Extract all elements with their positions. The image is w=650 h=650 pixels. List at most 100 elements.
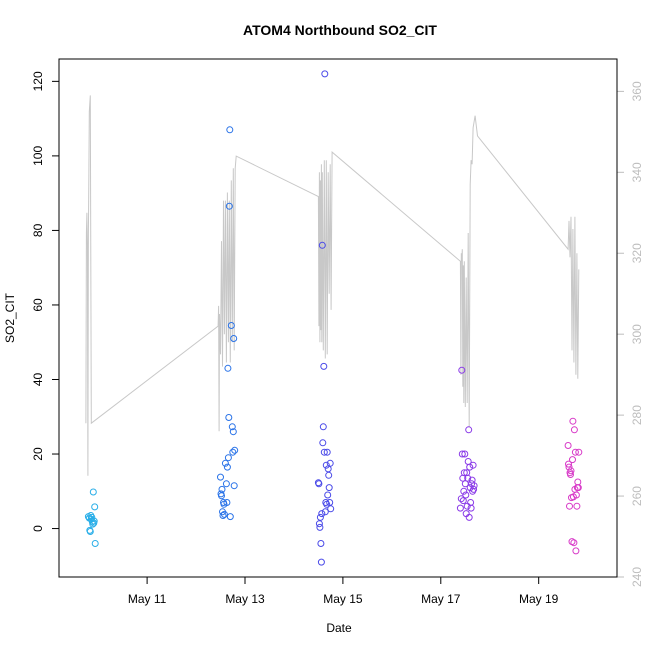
data-point bbox=[229, 428, 237, 436]
data-point bbox=[231, 446, 239, 454]
data-point bbox=[327, 505, 335, 513]
data-point bbox=[564, 442, 572, 449]
data-point bbox=[464, 474, 472, 482]
data-point bbox=[225, 202, 233, 210]
data-point bbox=[320, 448, 328, 456]
data-point bbox=[217, 473, 224, 481]
data-point bbox=[223, 463, 231, 471]
data-point bbox=[230, 482, 238, 490]
y-tick-label: 20 bbox=[31, 447, 45, 461]
y-tick-label: 0 bbox=[31, 525, 45, 532]
y2-tick-label: 280 bbox=[630, 405, 644, 425]
data-point bbox=[326, 459, 334, 467]
data-point bbox=[324, 491, 332, 499]
data-point bbox=[315, 480, 323, 488]
data-point bbox=[566, 502, 573, 510]
data-point bbox=[467, 504, 475, 512]
data-point bbox=[458, 450, 466, 458]
data-point bbox=[570, 426, 578, 434]
data-point bbox=[86, 528, 94, 535]
data-point bbox=[316, 513, 324, 521]
data-point bbox=[569, 456, 576, 464]
x-axis-label: Date bbox=[326, 621, 352, 635]
data-point bbox=[567, 467, 575, 475]
data-point bbox=[225, 414, 233, 421]
x-tick-label: May 13 bbox=[225, 592, 265, 606]
x-tick-label: May 19 bbox=[519, 592, 559, 606]
data-point bbox=[317, 540, 325, 547]
data-point bbox=[325, 484, 333, 492]
data-point bbox=[91, 540, 99, 547]
x-tick-label: May 17 bbox=[421, 592, 461, 606]
data-point bbox=[90, 517, 98, 525]
data-point bbox=[456, 504, 464, 512]
data-point bbox=[322, 461, 330, 469]
data-point bbox=[316, 523, 324, 531]
y-tick-label: 100 bbox=[31, 146, 45, 166]
y-tick-label: 60 bbox=[31, 298, 45, 312]
data-point bbox=[229, 448, 237, 456]
data-point bbox=[226, 513, 234, 521]
data-point bbox=[323, 448, 331, 456]
data-point bbox=[89, 488, 97, 496]
series-line-secondary-line bbox=[85, 95, 580, 476]
y2-tick-label: 240 bbox=[630, 567, 644, 587]
y-axis-label: SO2_CIT bbox=[3, 292, 17, 343]
data-point bbox=[462, 491, 470, 499]
y-tick-label: 40 bbox=[31, 372, 45, 386]
secondary-line-layer bbox=[85, 95, 580, 476]
data-point bbox=[222, 480, 230, 488]
points-layer bbox=[84, 70, 583, 566]
data-point bbox=[457, 495, 465, 503]
data-point bbox=[226, 126, 234, 134]
data-point bbox=[466, 484, 474, 492]
data-point bbox=[221, 459, 229, 467]
data-point bbox=[465, 426, 473, 434]
data-point bbox=[320, 362, 328, 370]
data-point bbox=[458, 366, 466, 374]
data-point bbox=[569, 417, 577, 425]
data-point bbox=[318, 241, 326, 249]
data-point bbox=[565, 460, 572, 468]
data-point bbox=[573, 502, 581, 510]
data-point bbox=[228, 423, 236, 431]
data-point bbox=[224, 454, 232, 462]
data-point bbox=[574, 484, 582, 492]
data-point bbox=[470, 482, 478, 490]
data-point bbox=[220, 510, 228, 518]
y2-tick-label: 320 bbox=[630, 243, 644, 263]
data-point bbox=[460, 487, 468, 495]
data-point bbox=[572, 547, 580, 555]
data-point bbox=[460, 469, 468, 477]
y-tick-label: 120 bbox=[31, 71, 45, 91]
y-tick-label: 80 bbox=[31, 223, 45, 237]
data-point bbox=[218, 485, 226, 493]
y2-tick-label: 260 bbox=[630, 486, 644, 506]
data-point bbox=[571, 448, 579, 456]
data-point bbox=[224, 364, 232, 372]
plot-frame bbox=[58, 58, 618, 578]
data-point bbox=[466, 463, 474, 471]
data-point bbox=[570, 539, 578, 547]
data-point bbox=[227, 322, 235, 329]
data-point bbox=[461, 450, 469, 458]
data-point bbox=[572, 491, 580, 499]
data-point bbox=[321, 508, 329, 516]
data-point bbox=[465, 513, 473, 521]
y2-tick-label: 340 bbox=[630, 162, 644, 182]
data-point bbox=[319, 423, 327, 431]
data-point bbox=[470, 485, 478, 493]
chart-title: ATOM4 Northbound SO2_CIT bbox=[243, 22, 437, 38]
data-point bbox=[319, 439, 327, 447]
data-point bbox=[318, 510, 326, 518]
data-point bbox=[219, 512, 227, 519]
data-point bbox=[575, 448, 583, 456]
data-point bbox=[317, 558, 325, 566]
data-point bbox=[567, 471, 574, 478]
data-point bbox=[91, 503, 99, 511]
data-point bbox=[230, 335, 238, 342]
data-point bbox=[459, 497, 467, 505]
x-tick-label: May 15 bbox=[323, 592, 363, 606]
data-point bbox=[325, 471, 333, 479]
